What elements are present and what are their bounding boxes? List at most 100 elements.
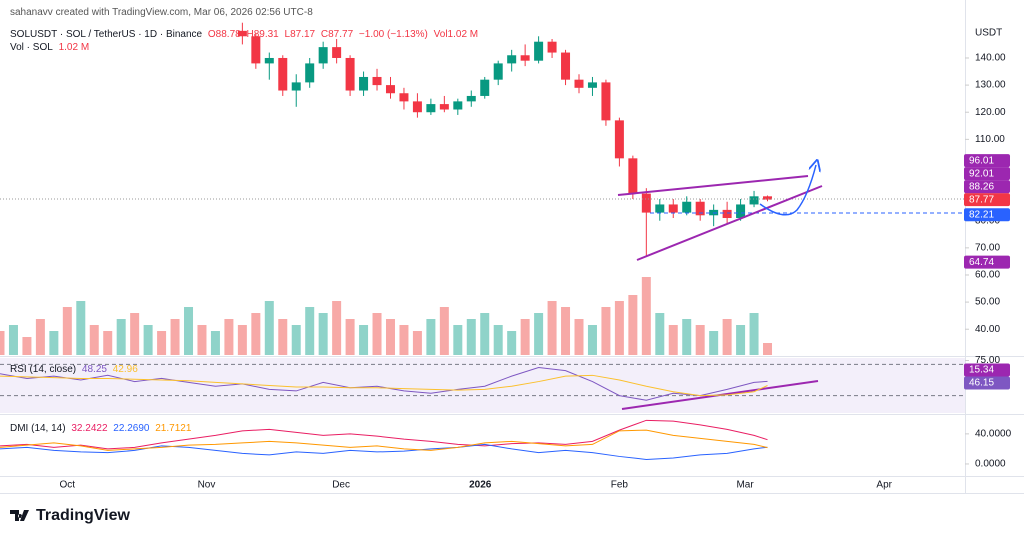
price-tag-label: 64.74 [969,257,994,268]
y-tick-label: 120.00 [975,107,1006,118]
volume-bar [89,325,99,355]
candle-body [439,104,449,110]
volume-value: 1.02 M [58,42,90,53]
price-tag [964,193,1010,207]
y-tick-label: 70.00 [975,242,1000,253]
volume-bar [278,319,288,355]
volume-bar [628,295,638,355]
projection-arrow [759,165,816,216]
volume-bar [385,319,395,355]
volume-inline: Vol1.02 M [433,29,479,40]
candle-body [359,76,369,91]
candle-body [237,30,247,37]
candle-body [305,63,315,83]
y-tick-label: 60.00 [975,270,1000,281]
candle-body [278,57,288,91]
dmi-legend: DMI (14, 14) 32.2422 22.2690 21.7121 [10,423,194,434]
x-tick-label: Mar [736,480,754,491]
volume-bar [399,325,409,355]
y-tick-label: 140.00 [975,53,1006,64]
price-pane [0,22,773,355]
volume-bar [439,307,449,355]
price-tag-label: 82.21 [969,209,994,220]
candle-body [480,79,490,96]
rsi-readout: 48.25 [81,364,107,375]
candle-body [507,55,517,64]
indicator-line [0,443,768,460]
candle-body [763,196,773,200]
price-tag [964,154,1010,168]
dmi-readout: 22.2690 [113,423,150,434]
candle-body [318,47,328,64]
axes: USDT 140.00130.00120.00110.0080.0070.006… [60,28,1012,491]
x-tick-label: Apr [876,480,892,491]
y-tick-label: 110.00 [975,134,1005,145]
indicator-line [0,429,768,451]
volume-bar [372,313,382,355]
ohlc: C87.77 [320,29,354,40]
dmi-readout: 32.2422 [71,423,108,434]
price-tag [964,376,1010,390]
candle-body [587,82,597,88]
change: −1.00 (−1.13%) [358,29,428,40]
volume-bar [103,331,113,355]
candle-body [561,52,571,80]
volume-bar [345,319,355,355]
volume-bar [130,313,140,355]
volume-bar [534,313,544,355]
volume-bar [641,277,651,355]
volume-bar [157,331,167,355]
price-tag [964,208,1010,222]
price-tag-label: 88.26 [969,181,994,192]
candle-body [520,55,530,61]
volume-bar [561,307,571,355]
volume-bar [318,313,328,355]
volume-bar [143,325,153,355]
dmi-pane [0,419,768,460]
volume-bar [22,337,32,355]
y-tick-label: 40.00 [975,324,1000,335]
credit: sahanavv created with TradingView.com, M… [10,7,313,18]
candle-body [668,204,678,213]
candle-body [547,41,557,53]
volume-bar [412,331,422,355]
volume-bar [547,301,557,355]
volume-line: Vol · SOL 1.02 M [10,42,92,53]
y-tick-label: 75.00 [975,355,1000,366]
volume-bar [655,313,665,355]
candle-body [399,93,409,102]
currency-label: USDT [975,28,1002,39]
price-tag [964,167,1010,181]
volume-bar [305,307,315,355]
volume-bar [426,319,436,355]
candle-body [682,201,692,213]
candle-body [534,41,544,61]
candle-body [655,204,665,213]
volume-bar [197,325,207,355]
candle-body [426,104,436,113]
volume-bar [749,313,759,355]
x-tick-label: Nov [198,480,216,491]
rsi-readout: 42.96 [112,364,138,375]
volume-bar [210,331,220,355]
volume-bar [453,325,463,355]
candle-body [736,204,746,219]
volume-bar [695,325,705,355]
volume-bar [184,307,194,355]
price-tag-label: 15.34 [969,365,994,376]
y-tick-label: 0.0000 [975,459,1006,470]
volume-bar [574,319,584,355]
volume-bar [736,325,746,355]
volume-bar [332,301,342,355]
volume-bar [251,313,261,355]
volume-bar [359,325,369,355]
x-tick-label: Dec [332,480,350,491]
candle-body [614,120,624,159]
ohlc: H89.31 [246,29,279,40]
price-tag [964,255,1010,269]
candle-body [574,79,584,88]
candle-body [466,95,476,102]
volume-bar [709,331,719,355]
logo-mark: TradingView [10,507,131,524]
